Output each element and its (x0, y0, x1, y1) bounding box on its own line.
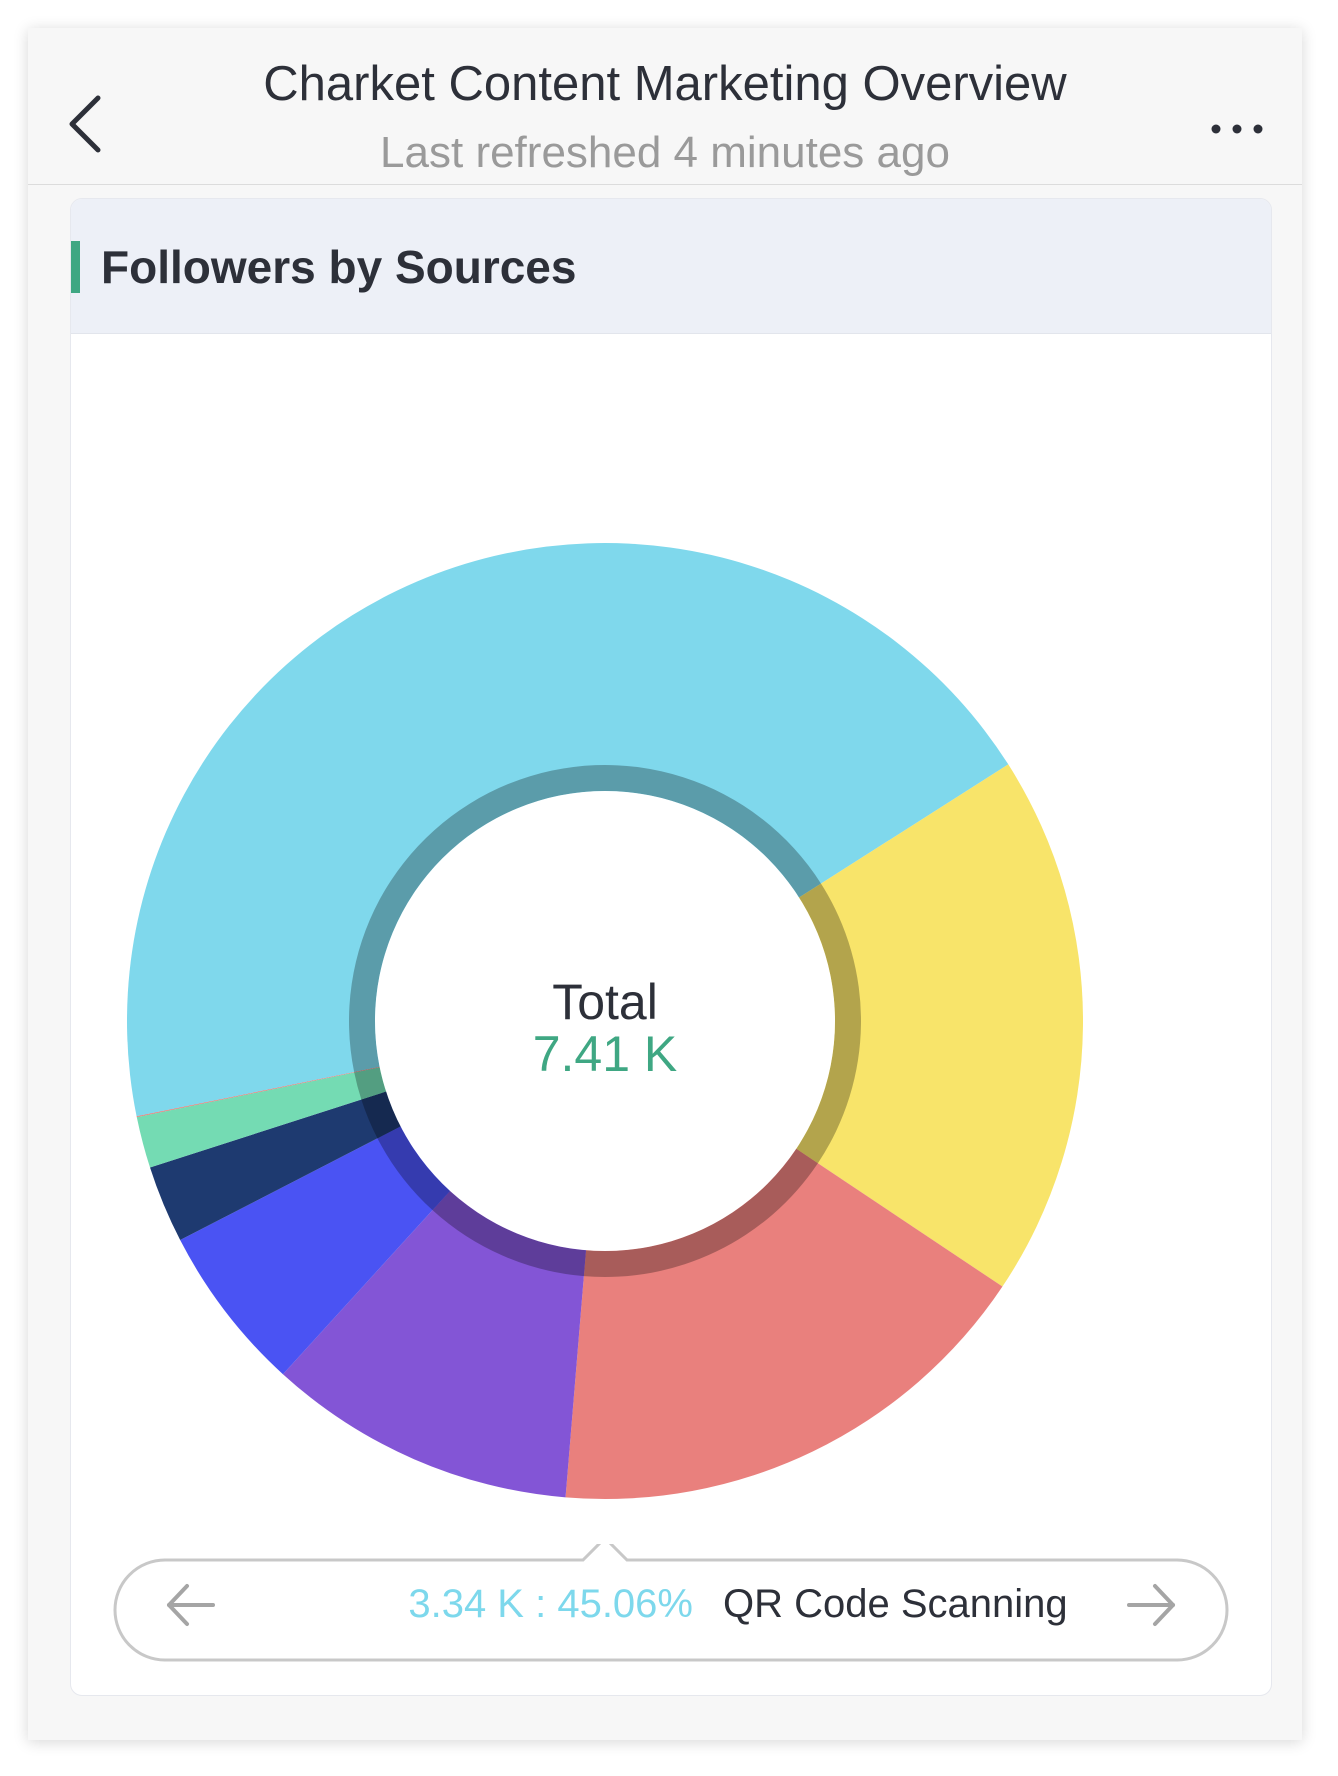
card-accent-bar (71, 241, 80, 293)
arrow-right-icon (1127, 1584, 1175, 1626)
donut-inner-ring-segment (796, 883, 861, 1164)
donut-inner-ring-segment (583, 1148, 818, 1277)
donut-inner-ring-shade (377, 1126, 451, 1211)
last-refreshed-text: Last refreshed 4 minutes ago (380, 128, 950, 177)
donut-chart[interactable]: Total 7.41 K (71, 333, 1271, 1559)
followers-by-sources-card: Followers by Sources Total 7.41 K 3.34 K… (70, 198, 1272, 1696)
arrow-left-icon (167, 1584, 215, 1626)
donut-inner-ring-shade (354, 1067, 387, 1100)
app-frame: Charket Content Marketing Overview Last … (28, 28, 1302, 1740)
donut-inner-ring-shade (796, 883, 861, 1164)
donut-center (375, 791, 835, 1251)
previous-slice-button[interactable] (161, 1578, 221, 1632)
card-header: Followers by Sources (71, 199, 1271, 334)
center-total-value: 7.41 K (533, 1026, 678, 1082)
donut-inner-ring-shade (354, 1066, 380, 1073)
center-total-label: Total (552, 974, 658, 1030)
page-title: Charket Content Marketing Overview (263, 57, 1067, 111)
next-slice-button[interactable] (1121, 1578, 1181, 1632)
selected-slice-value: 3.34 K : 45.06% (408, 1582, 693, 1626)
selected-slice-name: QR Code Scanning (723, 1582, 1068, 1626)
donut-inner-ring-segment (361, 1091, 401, 1139)
back-button[interactable] (58, 88, 114, 160)
selected-slice-legend: 3.34 K : 45.06% QR Code Scanning (103, 1544, 1239, 1662)
card-title: Followers by Sources (101, 241, 577, 293)
more-options-button[interactable] (1202, 112, 1272, 146)
donut-inner-ring-segment (432, 1190, 587, 1277)
chevron-left-icon (69, 95, 101, 153)
donut-inner-ring-shade (432, 1190, 587, 1277)
legend-pill-outline (113, 1544, 1229, 1662)
donut-inner-ring-segment (377, 1126, 451, 1211)
donut-inner-ring-segment (354, 1067, 387, 1100)
donut-inner-ring-segment (354, 1066, 380, 1073)
ellipsis-icon (1211, 124, 1263, 134)
donut-inner-ring-shade (361, 1091, 401, 1139)
donut-inner-ring-shade (583, 1148, 818, 1277)
top-nav-bar: Charket Content Marketing Overview Last … (28, 28, 1302, 185)
